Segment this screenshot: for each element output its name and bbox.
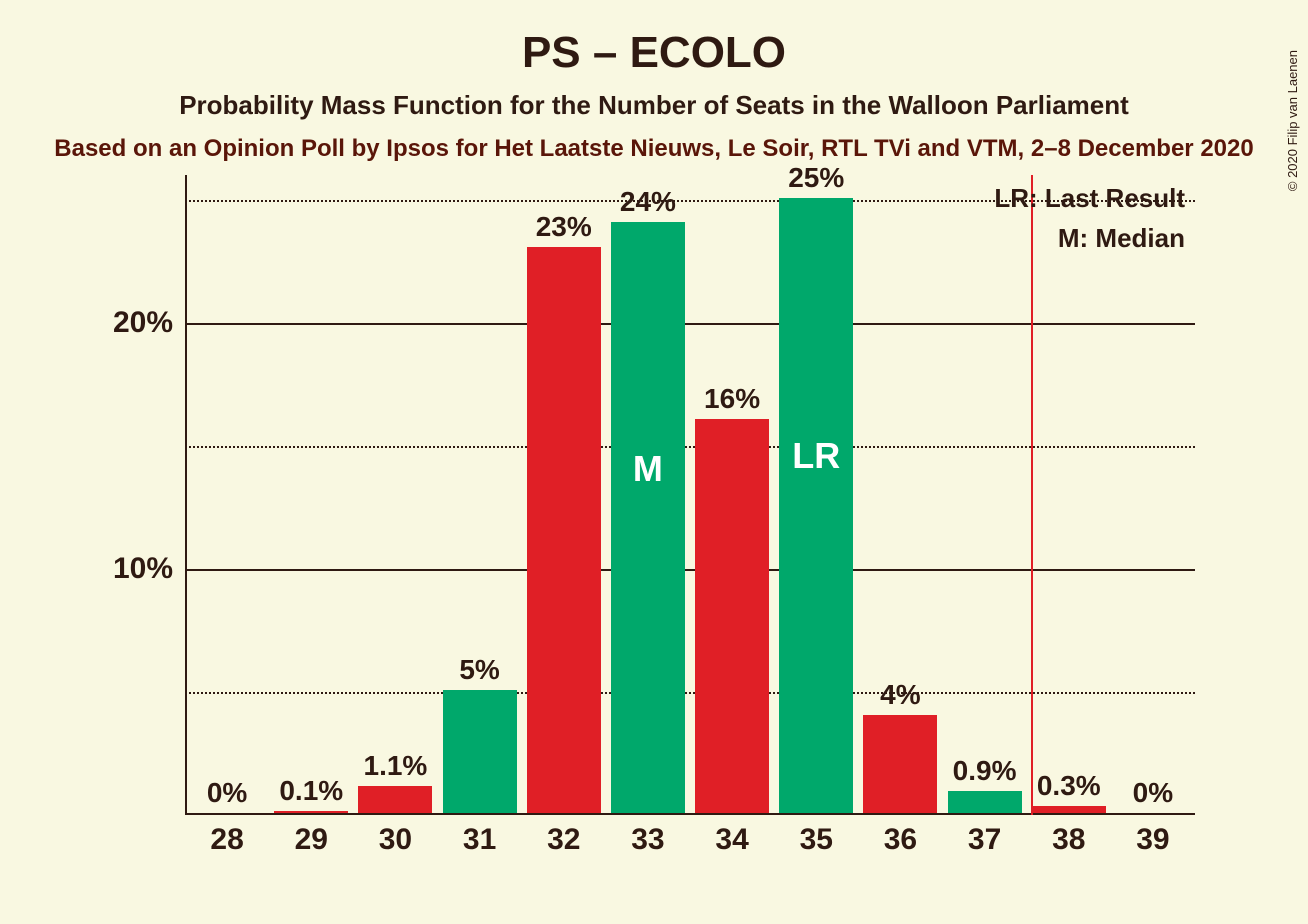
x-tick-label: 28	[210, 823, 243, 857]
x-tick-label: 31	[463, 823, 496, 857]
bar-value-label: 0%	[1133, 777, 1173, 809]
bar-value-label: 24%	[620, 186, 676, 218]
bar	[274, 811, 348, 813]
bar	[1032, 806, 1106, 813]
grid-line-minor	[185, 446, 1195, 448]
bar-value-label: 0.9%	[953, 755, 1017, 787]
grid-line	[185, 323, 1195, 325]
chart-canvas: PS – ECOLO Probability Mass Function for…	[0, 0, 1308, 924]
x-tick-label: 39	[1136, 823, 1169, 857]
bar-value-label: 23%	[536, 211, 592, 243]
last-result-vline	[1031, 175, 1033, 815]
x-tick-label: 36	[884, 823, 917, 857]
bar-value-label: 0.1%	[279, 775, 343, 807]
x-axis	[185, 813, 1195, 815]
bar-value-label: 0.3%	[1037, 770, 1101, 802]
median-label: M	[633, 448, 663, 490]
bar	[527, 247, 601, 813]
bar	[443, 690, 517, 813]
x-tick-label: 29	[295, 823, 328, 857]
x-tick-label: 35	[800, 823, 833, 857]
x-tick-label: 34	[715, 823, 748, 857]
x-tick-label: 33	[631, 823, 664, 857]
y-tick-label: 20%	[53, 306, 173, 340]
bar-value-label: 5%	[459, 654, 499, 686]
bar	[358, 786, 432, 813]
legend-last-result: LR: Last Result	[994, 183, 1185, 214]
bar	[695, 419, 769, 813]
y-tick-label: 10%	[53, 552, 173, 586]
bar	[948, 791, 1022, 813]
x-tick-label: 37	[968, 823, 1001, 857]
x-tick-label: 32	[547, 823, 580, 857]
copyright-text: © 2020 Filip van Laenen	[1285, 50, 1300, 191]
plot-area: 0%0.1%1.1%5%23%24%M16%25%LR4%0.9%0.3%0% …	[185, 175, 1195, 855]
bar-value-label: 0%	[207, 777, 247, 809]
bar-value-label: 16%	[704, 383, 760, 415]
bar-value-label: 4%	[880, 679, 920, 711]
grid-line-minor	[185, 692, 1195, 694]
x-tick-label: 30	[379, 823, 412, 857]
bar-value-label: 1.1%	[363, 750, 427, 782]
bar	[779, 198, 853, 813]
grid-line	[185, 569, 1195, 571]
last-result-label: LR	[792, 435, 840, 477]
y-axis	[185, 175, 187, 815]
bar-value-label: 25%	[788, 162, 844, 194]
bar	[611, 222, 685, 813]
x-tick-label: 38	[1052, 823, 1085, 857]
legend-median: M: Median	[1058, 223, 1185, 254]
bar	[863, 715, 937, 813]
chart-source: Based on an Opinion Poll by Ipsos for He…	[0, 135, 1308, 163]
chart-subtitle: Probability Mass Function for the Number…	[0, 90, 1308, 121]
chart-title: PS – ECOLO	[0, 28, 1308, 78]
